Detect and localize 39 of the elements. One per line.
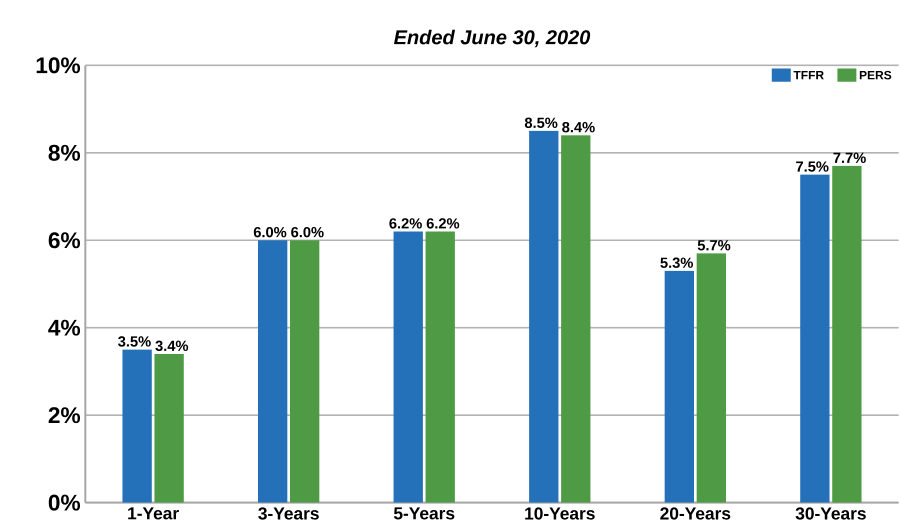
y-tick-label: 8% [48,144,80,161]
y-tick-label: 10% [36,57,80,74]
x-tick-label: 1-Year [128,507,179,520]
bar [800,174,830,503]
legend-label: TFFR [794,70,824,80]
bar [696,253,726,503]
bar [664,270,694,503]
data-label: 8.4% [562,122,595,132]
bar [426,232,455,503]
y-tick-label: 0% [48,494,80,511]
legend-label: PERS [860,70,892,80]
data-label: 5.7% [698,240,730,250]
x-tick-label: 20-Years [660,507,730,520]
data-label: 7.5% [796,161,829,172]
data-label: 6.0% [254,226,286,238]
bar [394,232,423,503]
data-label: 6.2% [389,218,422,229]
data-label: 3.4% [155,340,188,352]
x-tick-label: 10-Years [525,507,595,520]
x-tick-label: 3-Years [258,507,319,520]
bar [258,240,288,503]
bar [529,130,558,503]
data-label: 6.0% [291,226,324,238]
x-tick-label: 30-Years [796,507,866,520]
bar [154,354,184,503]
data-label: 7.7% [833,152,866,163]
bar [290,240,320,503]
bar [561,135,590,503]
data-label: 3.5% [118,336,151,347]
data-label: 8.5% [524,118,558,128]
x-tick-label: 5-Years [394,507,454,520]
data-label: 5.3% [660,258,693,268]
y-tick-label: 6% [48,232,80,248]
bar [832,166,862,503]
bar [122,350,152,503]
y-tick-label: 4% [48,320,80,336]
chart-title: Ended June 30, 2020 [394,30,590,48]
data-label: 6.2% [426,218,460,229]
y-tick-label: 2% [48,407,80,424]
